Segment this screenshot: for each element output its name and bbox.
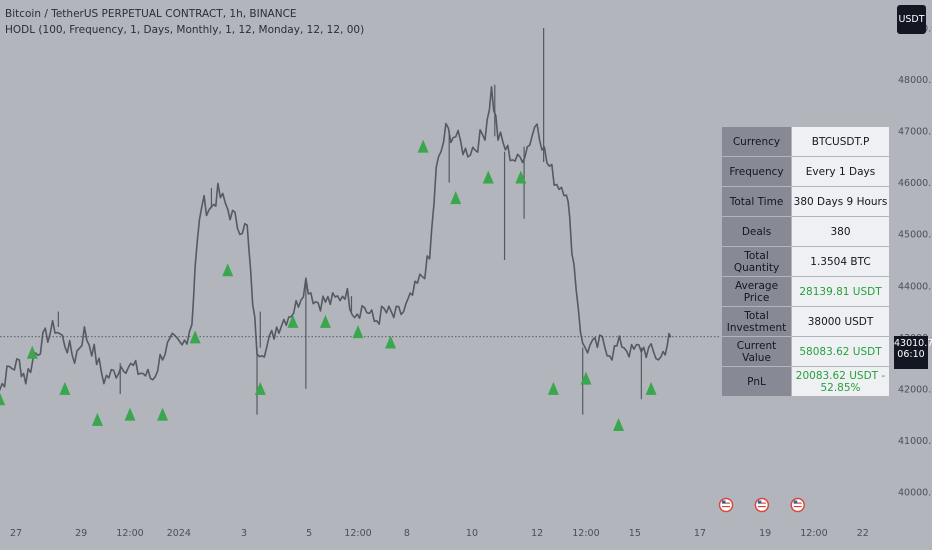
row-value: 28139.81 USDT [791, 276, 890, 307]
row-value: 380 Days 9 Hours [791, 186, 890, 217]
buy-marker [645, 381, 657, 395]
x-tick-label: 10 [466, 528, 478, 539]
event-flag-icon [790, 497, 805, 513]
price-series-line [0, 86, 672, 391]
table-row: Currency BTCUSDT.P [721, 126, 890, 157]
y-tick-label: 41000.0 [898, 436, 932, 447]
buy-marker [417, 139, 429, 153]
row-value: 1.3504 BTC [791, 246, 890, 277]
row-label: PnL [721, 366, 792, 397]
x-tick-label: 17 [694, 528, 706, 539]
buy-marker [26, 345, 38, 359]
event-flag-stripe [757, 506, 766, 508]
buy-marker [450, 191, 462, 205]
table-row: Total Investment 38000 USDT [721, 306, 890, 337]
buy-marker [482, 170, 494, 184]
row-label: Deals [721, 216, 792, 247]
buy-marker [189, 330, 201, 344]
event-flag-stripe [722, 502, 731, 504]
row-label: Total Time [721, 186, 792, 217]
row-value: 20083.62 USDT - 52.85% [791, 366, 890, 397]
event-flag-canton [757, 500, 762, 504]
x-tick-label: 12:00 [572, 528, 599, 539]
row-value: 58083.62 USDT [791, 336, 890, 367]
x-tick-label: 12 [531, 528, 543, 539]
event-flag-canton [722, 500, 726, 504]
buy-marker [385, 335, 397, 349]
row-value: 38000 USDT [791, 306, 890, 337]
y-tick-label: 40000.0 [898, 488, 932, 499]
row-value: 380 [791, 216, 890, 247]
event-flag-stripe [793, 506, 802, 508]
buy-marker [547, 381, 559, 395]
chart-title: Bitcoin / TetherUS PERPETUAL CONTRACT, 1… [5, 8, 297, 20]
table-row: Total Time 380 Days 9 Hours [721, 186, 890, 217]
last-price-value: 43010.7 [894, 338, 932, 349]
table-row: Average Price 28139.81 USDT [721, 276, 890, 307]
row-label: Total Quantity [721, 246, 792, 277]
event-flag-icon [718, 497, 734, 513]
x-tick-label: 3 [241, 528, 247, 539]
x-tick-label: 27 [10, 528, 22, 539]
y-tick-label: 42000.0 [898, 384, 932, 395]
buy-marker [222, 263, 234, 277]
event-flag-canton [793, 500, 798, 504]
y-tick-label: 46000.0 [898, 178, 932, 189]
y-tick-label: 44000.0 [898, 281, 932, 292]
row-label: Current Value [721, 336, 792, 367]
row-label: Total Investment [721, 306, 792, 337]
event-flag-stripe [757, 502, 766, 504]
x-tick-label: 12:00 [800, 528, 827, 539]
bar-countdown: 06:10 [897, 349, 925, 361]
buy-marker [91, 412, 103, 426]
currency-button[interactable]: USDT [897, 5, 926, 34]
table-row: Current Value 58083.62 USDT [721, 336, 890, 367]
buy-marker [319, 314, 331, 328]
table-row: Total Quantity 1.3504 BTC [721, 246, 890, 277]
x-tick-label: 12:00 [116, 528, 143, 539]
buy-marker [352, 325, 364, 339]
x-tick-label: 8 [404, 528, 410, 539]
y-tick-label: 45000.0 [898, 230, 932, 241]
event-flag-stripe [722, 506, 731, 508]
x-tick-label: 5 [306, 528, 312, 539]
buy-marker [0, 392, 6, 406]
row-label: Frequency [721, 156, 792, 187]
table-row: PnL 20083.62 USDT - 52.85% [721, 366, 890, 397]
buy-marker [287, 314, 299, 328]
buy-marker [580, 371, 592, 385]
table-row: Frequency Every 1 Days [721, 156, 890, 187]
buy-marker [157, 407, 169, 421]
buy-marker [515, 170, 527, 184]
y-tick-label: 47000.0 [898, 127, 932, 138]
event-flag-icon [754, 497, 770, 513]
row-value: BTCUSDT.P [791, 126, 890, 157]
row-label: Currency [721, 126, 792, 157]
event-flag-stripe [793, 502, 802, 504]
x-tick-label: 19 [759, 528, 771, 539]
x-tick-label: 29 [75, 528, 87, 539]
buy-marker [254, 381, 266, 395]
last-price-tag: 43010.7 06:10 [894, 336, 932, 369]
x-tick-label: 12:00 [344, 528, 371, 539]
indicator-legend[interactable]: HODL (100, Frequency, 1, Days, Monthly, … [5, 24, 365, 36]
buy-marker [613, 417, 625, 431]
x-tick-label: 22 [857, 528, 869, 539]
y-tick-label: 48000.0 [898, 75, 932, 86]
buy-marker [59, 381, 71, 395]
row-value: Every 1 Days [791, 156, 890, 187]
x-tick-label: 2024 [167, 528, 191, 539]
buy-marker [124, 407, 136, 421]
hodl-stats-table: Currency BTCUSDT.P Frequency Every 1 Days … [721, 126, 890, 397]
row-label: Average Price [721, 276, 792, 307]
x-tick-label: 15 [629, 528, 641, 539]
table-row: Deals 380 [721, 216, 890, 247]
